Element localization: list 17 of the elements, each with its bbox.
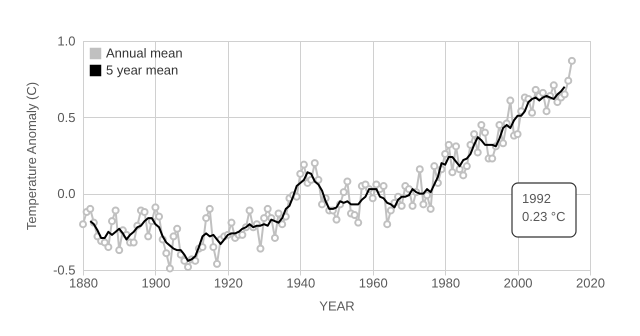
legend-label: Annual mean [106, 46, 183, 60]
y-tick-label: 1.0 [57, 34, 76, 48]
x-tick-label: 1960 [358, 276, 388, 290]
y-tick-label: 0.5 [57, 110, 76, 125]
x-tick-label: 2020 [576, 276, 605, 290]
x-tick-label: 2000 [504, 276, 533, 290]
y-tick-label: 0.0 [57, 186, 76, 202]
x-axis-title: YEAR [319, 298, 355, 314]
x-tick-label: 1920 [214, 276, 243, 290]
x-tick-label: 1940 [286, 276, 316, 290]
x-tick-label: 1880 [69, 276, 98, 290]
y-axis-title: Temperature Anomaly (C) [24, 82, 40, 230]
annotation: 1992 0.23 °C [522, 191, 566, 224]
x-tick-label: 1980 [431, 276, 460, 290]
legend-label: 5 year mean [106, 62, 178, 78]
x-tick-label: 1900 [141, 276, 170, 290]
y-tick-label: -0.5 [53, 262, 76, 278]
